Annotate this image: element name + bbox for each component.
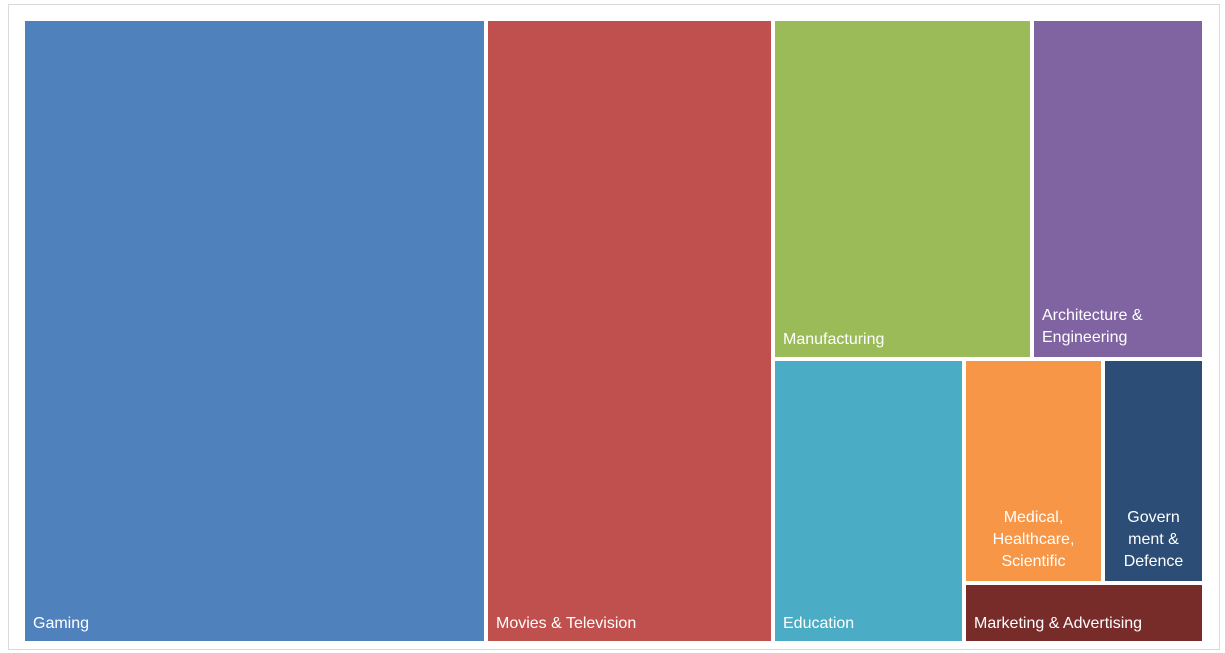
tile-label: Govern ment & Defence xyxy=(1123,509,1184,570)
treemap-tile-education: Education xyxy=(773,359,964,643)
tile-label: Education xyxy=(783,615,855,632)
chart-frame: Gaming Movies & Television Manufacturing Ar… xyxy=(8,4,1220,650)
tile-label: Gaming xyxy=(33,615,90,632)
treemap-tile-medical-healthcare-scientific: Medical, Healthcare, Scientific xyxy=(964,359,1103,583)
tile-label: Marketing & Advertising xyxy=(974,615,1143,632)
treemap-tile-manufacturing: Manufacturing xyxy=(773,19,1032,359)
treemap-tile-movies-television: Movies & Television xyxy=(486,19,773,643)
tile-label: Architecture & Engineering xyxy=(1042,307,1143,346)
tile-label: Movies & Television xyxy=(496,615,637,632)
tile-label: Medical, Healthcare, Scientific xyxy=(992,509,1075,570)
tile-label: Manufacturing xyxy=(783,331,885,348)
treemap-tile-marketing-advertising: Marketing & Advertising xyxy=(964,583,1204,643)
treemap-tile-government-defence: Govern ment & Defence xyxy=(1103,359,1204,583)
treemap-tile-gaming: Gaming xyxy=(23,19,486,643)
treemap-tile-architecture-engineering: Architecture & Engineering xyxy=(1032,19,1204,359)
